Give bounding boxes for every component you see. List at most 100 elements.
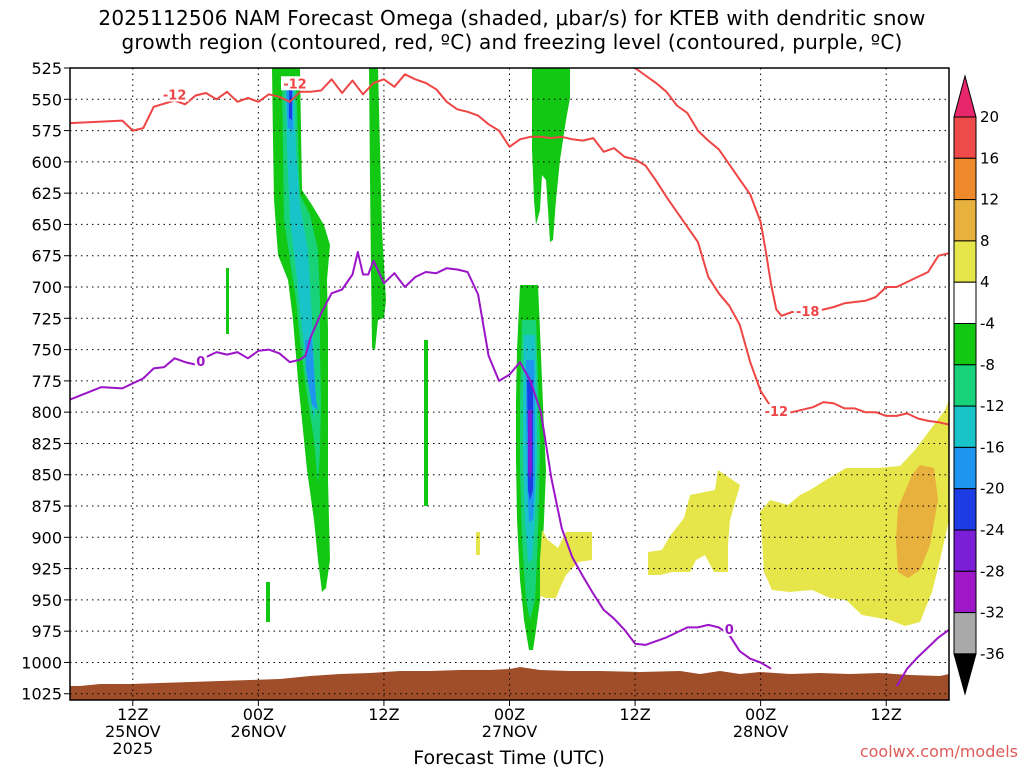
- y-tick-label: 700: [31, 278, 62, 297]
- dgz-label-4-bg: [762, 404, 791, 419]
- omega-down-1: [540, 530, 592, 598]
- colorbar-label: 16: [980, 149, 999, 167]
- colorbar-label: -28: [980, 562, 1005, 580]
- y-tick-label: 875: [31, 497, 62, 516]
- y-axis: 525 550 575 600 625 650 675 700 725 750 775 800 825 8…: [21, 59, 70, 704]
- colorbar-label: 8: [980, 232, 990, 250]
- y-tick-label: 925: [31, 560, 62, 579]
- colorbar-label: 4: [980, 273, 990, 291]
- colorbar-band: [953, 281, 977, 325]
- colorbar-band: [953, 446, 977, 490]
- y-tick-label: 850: [31, 466, 62, 485]
- dgz-contour-line: [70, 73, 949, 426]
- y-tick-label: 1025: [21, 685, 62, 704]
- credit-text: coolwx.com/models: [860, 742, 1018, 761]
- colorbar-label: -36: [980, 645, 1005, 663]
- gridlines: [70, 68, 949, 700]
- colorbar-band: [953, 364, 977, 407]
- y-tick-label: 825: [31, 434, 62, 453]
- y-tick-label: 1000: [21, 653, 62, 672]
- colorbar-label: -8: [980, 356, 995, 374]
- y-tick-label: 975: [31, 622, 62, 641]
- x-tick-label: 00Z: [494, 705, 525, 724]
- x-tick-label: 26NOV: [231, 722, 287, 741]
- chart-title-line2: growth region (contoured, red, ºC) and f…: [121, 30, 903, 54]
- freezing-label-2: 0: [725, 623, 734, 638]
- freezing-level-line: [70, 251, 772, 670]
- colorbar-band: [953, 529, 977, 572]
- dgz-label-2: -12: [283, 77, 307, 92]
- omega-down-orange: [896, 465, 938, 578]
- y-tick-label: 950: [31, 591, 62, 610]
- y-tick-label: 675: [31, 247, 62, 266]
- y-tick-label: 800: [31, 403, 62, 422]
- x-tick-label: 00Z: [745, 705, 776, 724]
- dgz-label-4: -12: [765, 405, 789, 420]
- terrain-layer: [70, 667, 949, 700]
- dgz-label-3-bg: [793, 304, 822, 319]
- colorbar-label: -12: [980, 397, 1005, 415]
- y-tick-label: 600: [31, 153, 62, 172]
- colorbar-label: -16: [980, 438, 1005, 456]
- dgz-label-3: -18: [796, 305, 820, 320]
- x-tick-label: 27NOV: [482, 722, 538, 741]
- dgz-label-1-bg: [160, 87, 189, 102]
- omega-plume-mid: [369, 68, 386, 350]
- omega-streak-2: [424, 340, 428, 506]
- omega-dot: [476, 532, 480, 555]
- freezing-label-1: 0: [196, 355, 205, 370]
- omega-plume-right-purple: [528, 410, 532, 480]
- x-tick-label: 00Z: [243, 705, 274, 724]
- colorbar-band: [953, 157, 977, 201]
- x-tick-label: 12Z: [619, 705, 650, 724]
- colorbar-label: -24: [980, 521, 1005, 539]
- colorbar-band: [953, 240, 977, 283]
- x-axis-title: Forecast Time (UTC): [413, 747, 604, 768]
- omega-plume-upper-left-cyan: [285, 80, 316, 420]
- freezing-level-line-right: [895, 629, 949, 687]
- y-tick-label: 625: [31, 184, 62, 203]
- omega-streak-3: [266, 582, 270, 622]
- y-tick-label: 750: [31, 341, 62, 360]
- colorbar-band: [953, 612, 977, 655]
- x-tick-label: 28NOV: [733, 722, 789, 741]
- colorbar-label: 12: [980, 191, 999, 209]
- x-tick-label: 12Z: [871, 705, 902, 724]
- freezing-label-1-bg: [194, 354, 207, 369]
- omega-plume-right-top: [532, 68, 570, 242]
- omega-down-2: [648, 470, 740, 575]
- colorbar-band: [953, 116, 977, 159]
- y-tick-label: 575: [31, 122, 62, 141]
- y-tick-label: 775: [31, 372, 62, 391]
- contour-layer: [70, 68, 949, 687]
- colorbar: 20 16 12 8 4 -4 -8 -12 -16 -20 -24 -28 -32 -36: [953, 74, 1005, 696]
- colorbar-label: -4: [980, 315, 995, 333]
- colorbar-top-arrow: [953, 74, 977, 118]
- x-tick-label: 12Z: [117, 705, 148, 724]
- colorbar-label: 20: [980, 108, 999, 126]
- colorbar-bottom-arrow: [953, 653, 977, 696]
- dgz-label-1: -12: [163, 89, 187, 104]
- colorbar-label: -32: [980, 604, 1005, 622]
- colorbar-band: [953, 199, 977, 242]
- chart-title-line1: 2025112506 NAM Forecast Omega (shaded, μ…: [98, 6, 926, 30]
- x-tick-label: 2025: [112, 739, 153, 758]
- colorbar-band: [953, 570, 977, 614]
- colorbar-label: -20: [980, 480, 1005, 498]
- omega-shading-layer: [70, 68, 949, 700]
- x-tick-label: 25NOV: [105, 722, 161, 741]
- dgz-label-2-bg: [280, 76, 309, 91]
- omega-streak-1: [226, 268, 229, 334]
- y-tick-label: 725: [31, 309, 62, 328]
- dgz-contour-line-right: [634, 68, 949, 317]
- y-tick-label: 900: [31, 528, 62, 547]
- y-tick-label: 550: [31, 90, 62, 109]
- x-tick-label: 12Z: [368, 705, 399, 724]
- freezing-label-2-bg: [723, 621, 736, 636]
- y-tick-label: 650: [31, 215, 62, 234]
- contour-labels: -12 -12 -18 -12 0 0: [160, 76, 822, 638]
- y-tick-label: 525: [31, 59, 62, 78]
- colorbar-band: [953, 323, 977, 366]
